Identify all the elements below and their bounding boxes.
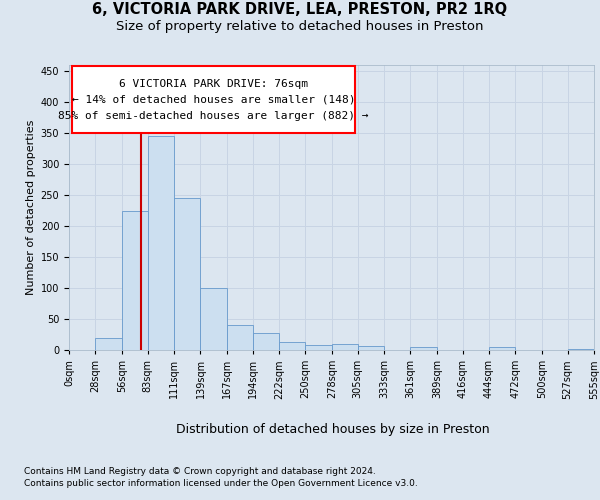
Y-axis label: Number of detached properties: Number of detached properties [26, 120, 37, 295]
Bar [279, 342, 305, 350]
Text: Contains public sector information licensed under the Open Government Licence v3: Contains public sector information licen… [24, 479, 418, 488]
Text: Size of property relative to detached houses in Preston: Size of property relative to detached ho… [116, 20, 484, 33]
Text: 6, VICTORIA PARK DRIVE, LEA, PRESTON, PR2 1RQ: 6, VICTORIA PARK DRIVE, LEA, PRESTON, PR… [92, 2, 508, 18]
Bar [253, 332, 279, 350]
Bar [122, 210, 148, 350]
Text: Contains HM Land Registry data © Crown copyright and database right 2024.: Contains HM Land Registry data © Crown c… [24, 468, 376, 476]
Bar [489, 347, 515, 350]
Bar [410, 347, 437, 350]
Bar [358, 346, 384, 350]
Bar [227, 325, 253, 350]
FancyBboxPatch shape [71, 66, 355, 134]
Text: 6 VICTORIA PARK DRIVE: 76sqm
← 14% of detached houses are smaller (148)
85% of s: 6 VICTORIA PARK DRIVE: 76sqm ← 14% of de… [58, 80, 368, 120]
Bar [148, 136, 174, 350]
Bar [200, 288, 227, 350]
Text: Distribution of detached houses by size in Preston: Distribution of detached houses by size … [176, 422, 490, 436]
Bar [95, 338, 122, 350]
Bar [332, 344, 358, 350]
Bar [305, 345, 332, 350]
Bar [174, 198, 200, 350]
